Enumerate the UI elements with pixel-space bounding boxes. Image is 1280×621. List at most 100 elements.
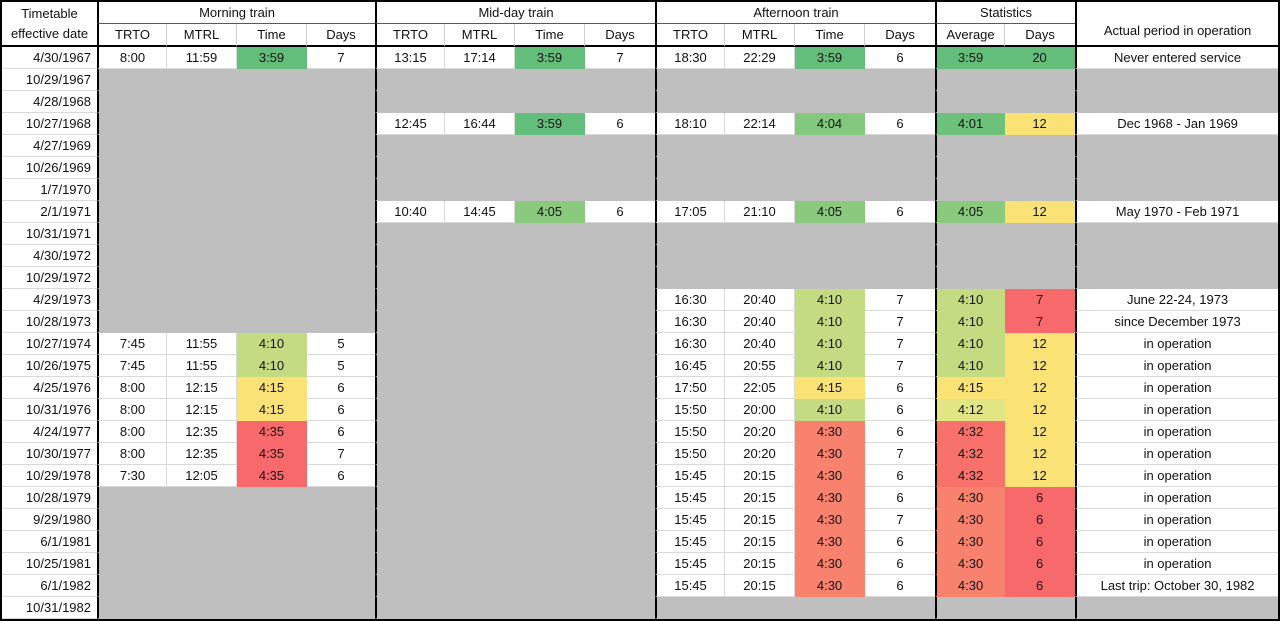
cell-midday-time <box>515 531 585 553</box>
col-header-afternoon-time: Time <box>795 24 866 47</box>
cell-midday-days <box>585 311 656 333</box>
cell-afternoon-mtrl <box>725 91 796 113</box>
cell-morning-days <box>307 487 375 509</box>
cell-period <box>1075 91 1279 113</box>
cell-midday-days <box>585 333 656 355</box>
col-header-morning-mtrl: MTRL <box>167 24 237 47</box>
cell-midday-time <box>515 377 585 399</box>
cell-afternoon-days: 6 <box>865 399 936 421</box>
cell-midday-mtrl <box>445 399 515 421</box>
corner-header: Timetable effective date <box>2 2 97 47</box>
cell-afternoon-mtrl: 20:00 <box>725 399 796 421</box>
cell-morning-mtrl <box>167 487 237 509</box>
cell-midday-days <box>585 267 656 289</box>
table-row: 10/29/1978 7:30 12:05 4:35 6 15:45 20:15 4:30 6 4… <box>2 465 1279 487</box>
group-header-statistics: Statistics <box>935 2 1076 24</box>
cell-midday-time <box>515 465 585 487</box>
cell-afternoon-time: 4:10 <box>795 399 866 421</box>
table-row: 10/28/1973 16:30 20:40 4:10 7 4:10 7 since Dece… <box>2 311 1279 333</box>
cell-morning-days <box>307 553 375 575</box>
cell-stats-average: 4:12 <box>935 399 1006 421</box>
cell-midday-mtrl: 16:44 <box>445 113 515 135</box>
cell-midday-days <box>585 289 656 311</box>
cell-afternoon-mtrl: 20:15 <box>725 465 796 487</box>
cell-stats-average: 4:10 <box>935 311 1006 333</box>
col-header-midday-mtrl: MTRL <box>445 24 515 47</box>
cell-afternoon-time: 4:30 <box>795 465 866 487</box>
cell-stats-days: 12 <box>1005 443 1076 465</box>
cell-stats-days: 6 <box>1005 487 1076 509</box>
cell-midday-trto <box>375 509 445 531</box>
cell-morning-days <box>307 245 375 267</box>
cell-midday-trto <box>375 69 445 91</box>
cell-afternoon-days <box>865 157 936 179</box>
cell-midday-time <box>515 179 585 201</box>
cell-midday-time <box>515 333 585 355</box>
group-header-midday: Mid-day train <box>375 2 656 24</box>
cell-midday-days <box>585 399 656 421</box>
cell-morning-trto <box>97 91 167 113</box>
cell-morning-time <box>237 201 307 223</box>
cell-midday-days <box>585 597 656 619</box>
cell-afternoon-mtrl <box>725 597 796 619</box>
cell-midday-days <box>585 179 656 201</box>
cell-midday-time <box>515 245 585 267</box>
cell-period: in operation <box>1075 333 1279 355</box>
cell-period: Dec 1968 - Jan 1969 <box>1075 113 1279 135</box>
cell-stats-average <box>935 179 1006 201</box>
cell-morning-trto: 8:00 <box>97 47 167 69</box>
cell-afternoon-trto: 15:45 <box>655 553 726 575</box>
cell-morning-time: 4:35 <box>237 465 307 487</box>
cell-afternoon-days: 6 <box>865 421 936 443</box>
table-row: 4/28/1968 <box>2 91 1279 113</box>
cell-afternoon-trto: 15:45 <box>655 487 726 509</box>
cell-afternoon-trto <box>655 245 726 267</box>
cell-morning-trto <box>97 311 167 333</box>
cell-morning-trto: 8:00 <box>97 421 167 443</box>
cell-afternoon-days: 6 <box>865 47 936 69</box>
cell-afternoon-trto: 16:30 <box>655 289 726 311</box>
col-header-afternoon-mtrl: MTRL <box>725 24 796 47</box>
cell-morning-trto <box>97 135 167 157</box>
cell-morning-time <box>237 509 307 531</box>
cell-midday-days: 6 <box>585 201 656 223</box>
cell-morning-time <box>237 245 307 267</box>
cell-midday-time <box>515 399 585 421</box>
cell-stats-average <box>935 91 1006 113</box>
cell-morning-time <box>237 553 307 575</box>
cell-midday-days <box>585 377 656 399</box>
cell-morning-mtrl <box>167 553 237 575</box>
cell-morning-trto <box>97 289 167 311</box>
cell-midday-trto <box>375 157 445 179</box>
cell-date: 10/29/1967 <box>2 69 97 91</box>
cell-stats-average: 4:15 <box>935 377 1006 399</box>
cell-morning-time: 4:15 <box>237 377 307 399</box>
cell-midday-trto <box>375 223 445 245</box>
cell-midday-time: 4:05 <box>515 201 585 223</box>
cell-afternoon-trto: 15:50 <box>655 443 726 465</box>
group-header-morning: Morning train <box>97 2 375 24</box>
cell-stats-days: 12 <box>1005 465 1076 487</box>
cell-stats-average: 4:10 <box>935 333 1006 355</box>
cell-stats-average <box>935 245 1006 267</box>
table-row: 10/25/1981 15:45 20:15 4:30 6 4:30 6 in operati… <box>2 553 1279 575</box>
cell-stats-average: 4:10 <box>935 355 1006 377</box>
cell-morning-mtrl <box>167 91 237 113</box>
cell-afternoon-days <box>865 245 936 267</box>
cell-morning-days <box>307 311 375 333</box>
cell-morning-trto <box>97 553 167 575</box>
cell-stats-days <box>1005 245 1076 267</box>
cell-morning-days <box>307 531 375 553</box>
cell-midday-days <box>585 135 656 157</box>
cell-midday-mtrl <box>445 377 515 399</box>
cell-morning-trto <box>97 157 167 179</box>
cell-afternoon-time: 4:04 <box>795 113 866 135</box>
cell-stats-average: 4:01 <box>935 113 1006 135</box>
cell-morning-time: 4:10 <box>237 355 307 377</box>
cell-midday-trto <box>375 553 445 575</box>
cell-midday-time <box>515 157 585 179</box>
cell-stats-days <box>1005 157 1076 179</box>
cell-afternoon-days: 7 <box>865 289 936 311</box>
cell-morning-days: 6 <box>307 377 375 399</box>
col-header-stats-days: Days <box>1005 24 1076 47</box>
